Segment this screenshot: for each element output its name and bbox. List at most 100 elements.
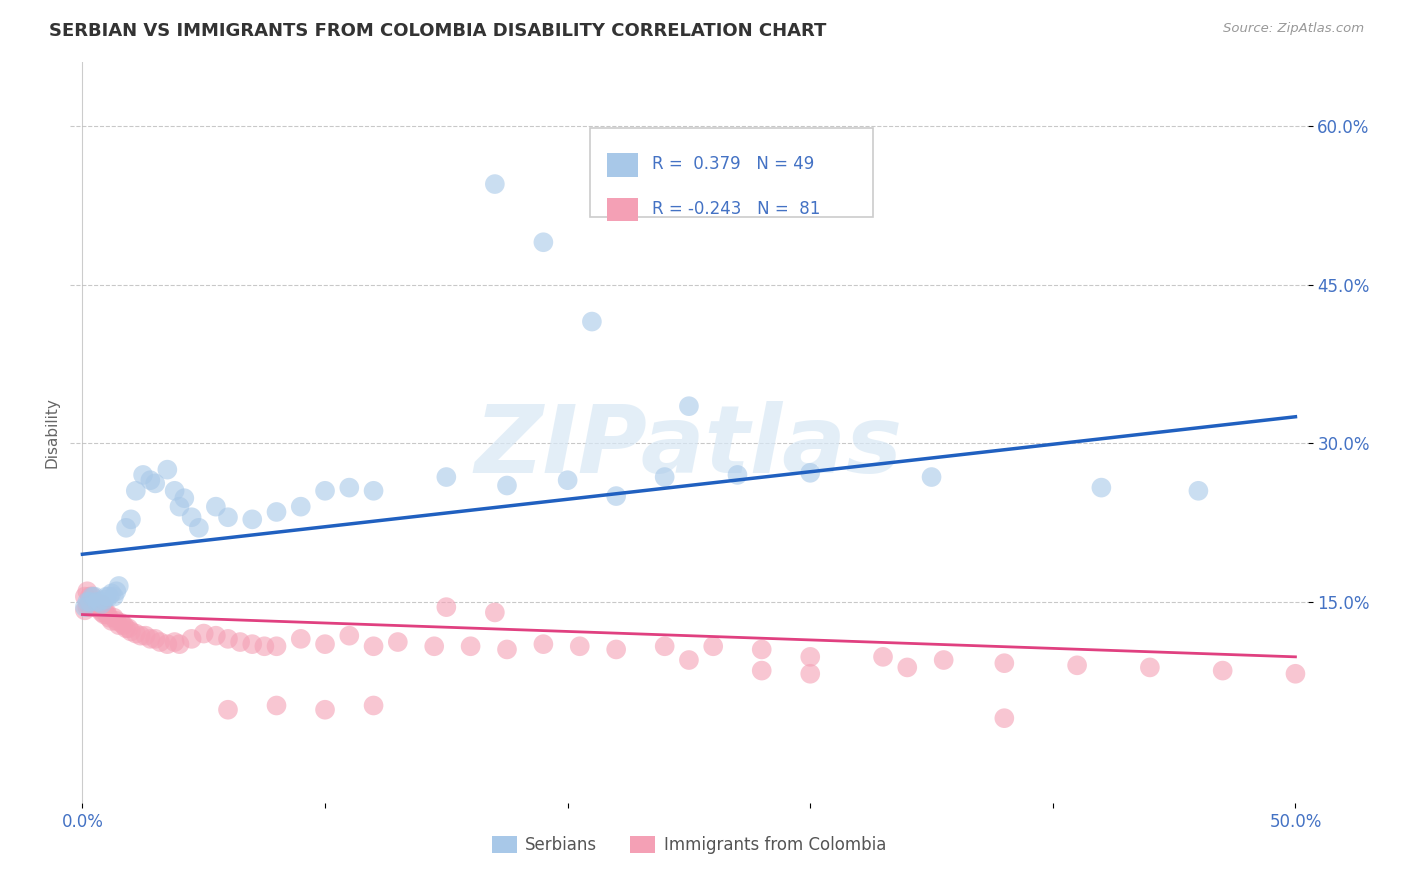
Point bbox=[100, 614, 122, 628]
Point bbox=[605, 642, 627, 657]
Point bbox=[799, 466, 821, 480]
Point bbox=[82, 590, 104, 604]
Point bbox=[678, 653, 700, 667]
Point bbox=[86, 595, 108, 609]
Point bbox=[76, 595, 98, 609]
Point bbox=[169, 500, 191, 514]
Point bbox=[73, 600, 96, 615]
Text: R = -0.243   N =  81: R = -0.243 N = 81 bbox=[652, 200, 820, 218]
Point bbox=[993, 656, 1015, 670]
Point bbox=[132, 467, 155, 482]
Point bbox=[496, 478, 519, 492]
Point bbox=[1066, 658, 1088, 673]
Point bbox=[193, 626, 215, 640]
Point bbox=[98, 611, 121, 625]
Point bbox=[143, 476, 166, 491]
Point bbox=[149, 635, 172, 649]
Point bbox=[387, 635, 409, 649]
Point bbox=[932, 653, 955, 667]
Point bbox=[83, 590, 105, 604]
Point bbox=[117, 621, 139, 635]
Point bbox=[73, 603, 96, 617]
Point bbox=[337, 629, 360, 643]
Point bbox=[98, 590, 121, 604]
Point bbox=[1090, 481, 1112, 495]
Point bbox=[266, 505, 288, 519]
Point bbox=[314, 637, 336, 651]
Point bbox=[363, 698, 385, 713]
Point bbox=[76, 584, 98, 599]
Point bbox=[1357, 671, 1379, 685]
Point bbox=[90, 597, 112, 611]
Point bbox=[678, 399, 700, 413]
Point bbox=[115, 521, 138, 535]
Point bbox=[90, 606, 112, 620]
Point bbox=[217, 703, 239, 717]
Point bbox=[205, 500, 228, 514]
Point bbox=[799, 649, 821, 664]
Point bbox=[363, 483, 385, 498]
Point bbox=[702, 640, 724, 654]
Point bbox=[112, 618, 135, 632]
Text: SERBIAN VS IMMIGRANTS FROM COLOMBIA DISABILITY CORRELATION CHART: SERBIAN VS IMMIGRANTS FROM COLOMBIA DISA… bbox=[49, 22, 827, 40]
Point bbox=[581, 315, 603, 329]
Point bbox=[187, 521, 209, 535]
Point bbox=[531, 637, 554, 651]
Point bbox=[872, 649, 894, 664]
Point bbox=[173, 491, 195, 506]
Point bbox=[205, 629, 228, 643]
Point bbox=[83, 597, 105, 611]
Text: Source: ZipAtlas.com: Source: ZipAtlas.com bbox=[1223, 22, 1364, 36]
Point bbox=[93, 607, 115, 622]
Text: ZIPatlas: ZIPatlas bbox=[475, 401, 903, 493]
Point bbox=[93, 603, 115, 617]
Point bbox=[93, 592, 115, 607]
Point bbox=[266, 698, 288, 713]
Point bbox=[314, 703, 336, 717]
Point bbox=[496, 642, 519, 657]
Point bbox=[531, 235, 554, 250]
Point bbox=[139, 473, 162, 487]
Point bbox=[105, 584, 128, 599]
Point bbox=[423, 640, 446, 654]
Point bbox=[337, 481, 360, 495]
Point bbox=[110, 615, 132, 630]
Point bbox=[240, 637, 263, 651]
Point bbox=[217, 510, 239, 524]
Point bbox=[180, 510, 202, 524]
Point bbox=[654, 640, 676, 654]
Point bbox=[115, 621, 138, 635]
Point bbox=[76, 600, 98, 615]
Point bbox=[139, 632, 162, 646]
Point bbox=[484, 606, 506, 620]
Point bbox=[290, 500, 312, 514]
Point bbox=[86, 597, 108, 611]
Point bbox=[108, 618, 131, 632]
Point bbox=[79, 595, 101, 609]
Point bbox=[434, 600, 457, 615]
Point bbox=[100, 586, 122, 600]
Point bbox=[96, 590, 118, 604]
Point bbox=[557, 473, 579, 487]
Point bbox=[89, 602, 111, 616]
Point bbox=[96, 606, 118, 620]
Point bbox=[229, 635, 252, 649]
Point bbox=[73, 590, 96, 604]
Point bbox=[143, 632, 166, 646]
Point bbox=[727, 467, 749, 482]
Point bbox=[105, 614, 128, 628]
Point bbox=[79, 600, 101, 615]
Point bbox=[253, 640, 276, 654]
Point bbox=[83, 600, 105, 615]
Point bbox=[163, 635, 186, 649]
Point bbox=[103, 611, 125, 625]
Point bbox=[120, 512, 142, 526]
Point bbox=[89, 600, 111, 615]
Point bbox=[129, 629, 152, 643]
Point bbox=[568, 640, 591, 654]
Point bbox=[180, 632, 202, 646]
Point bbox=[654, 470, 676, 484]
Point bbox=[751, 642, 773, 657]
Point bbox=[217, 632, 239, 646]
Point bbox=[103, 590, 125, 604]
